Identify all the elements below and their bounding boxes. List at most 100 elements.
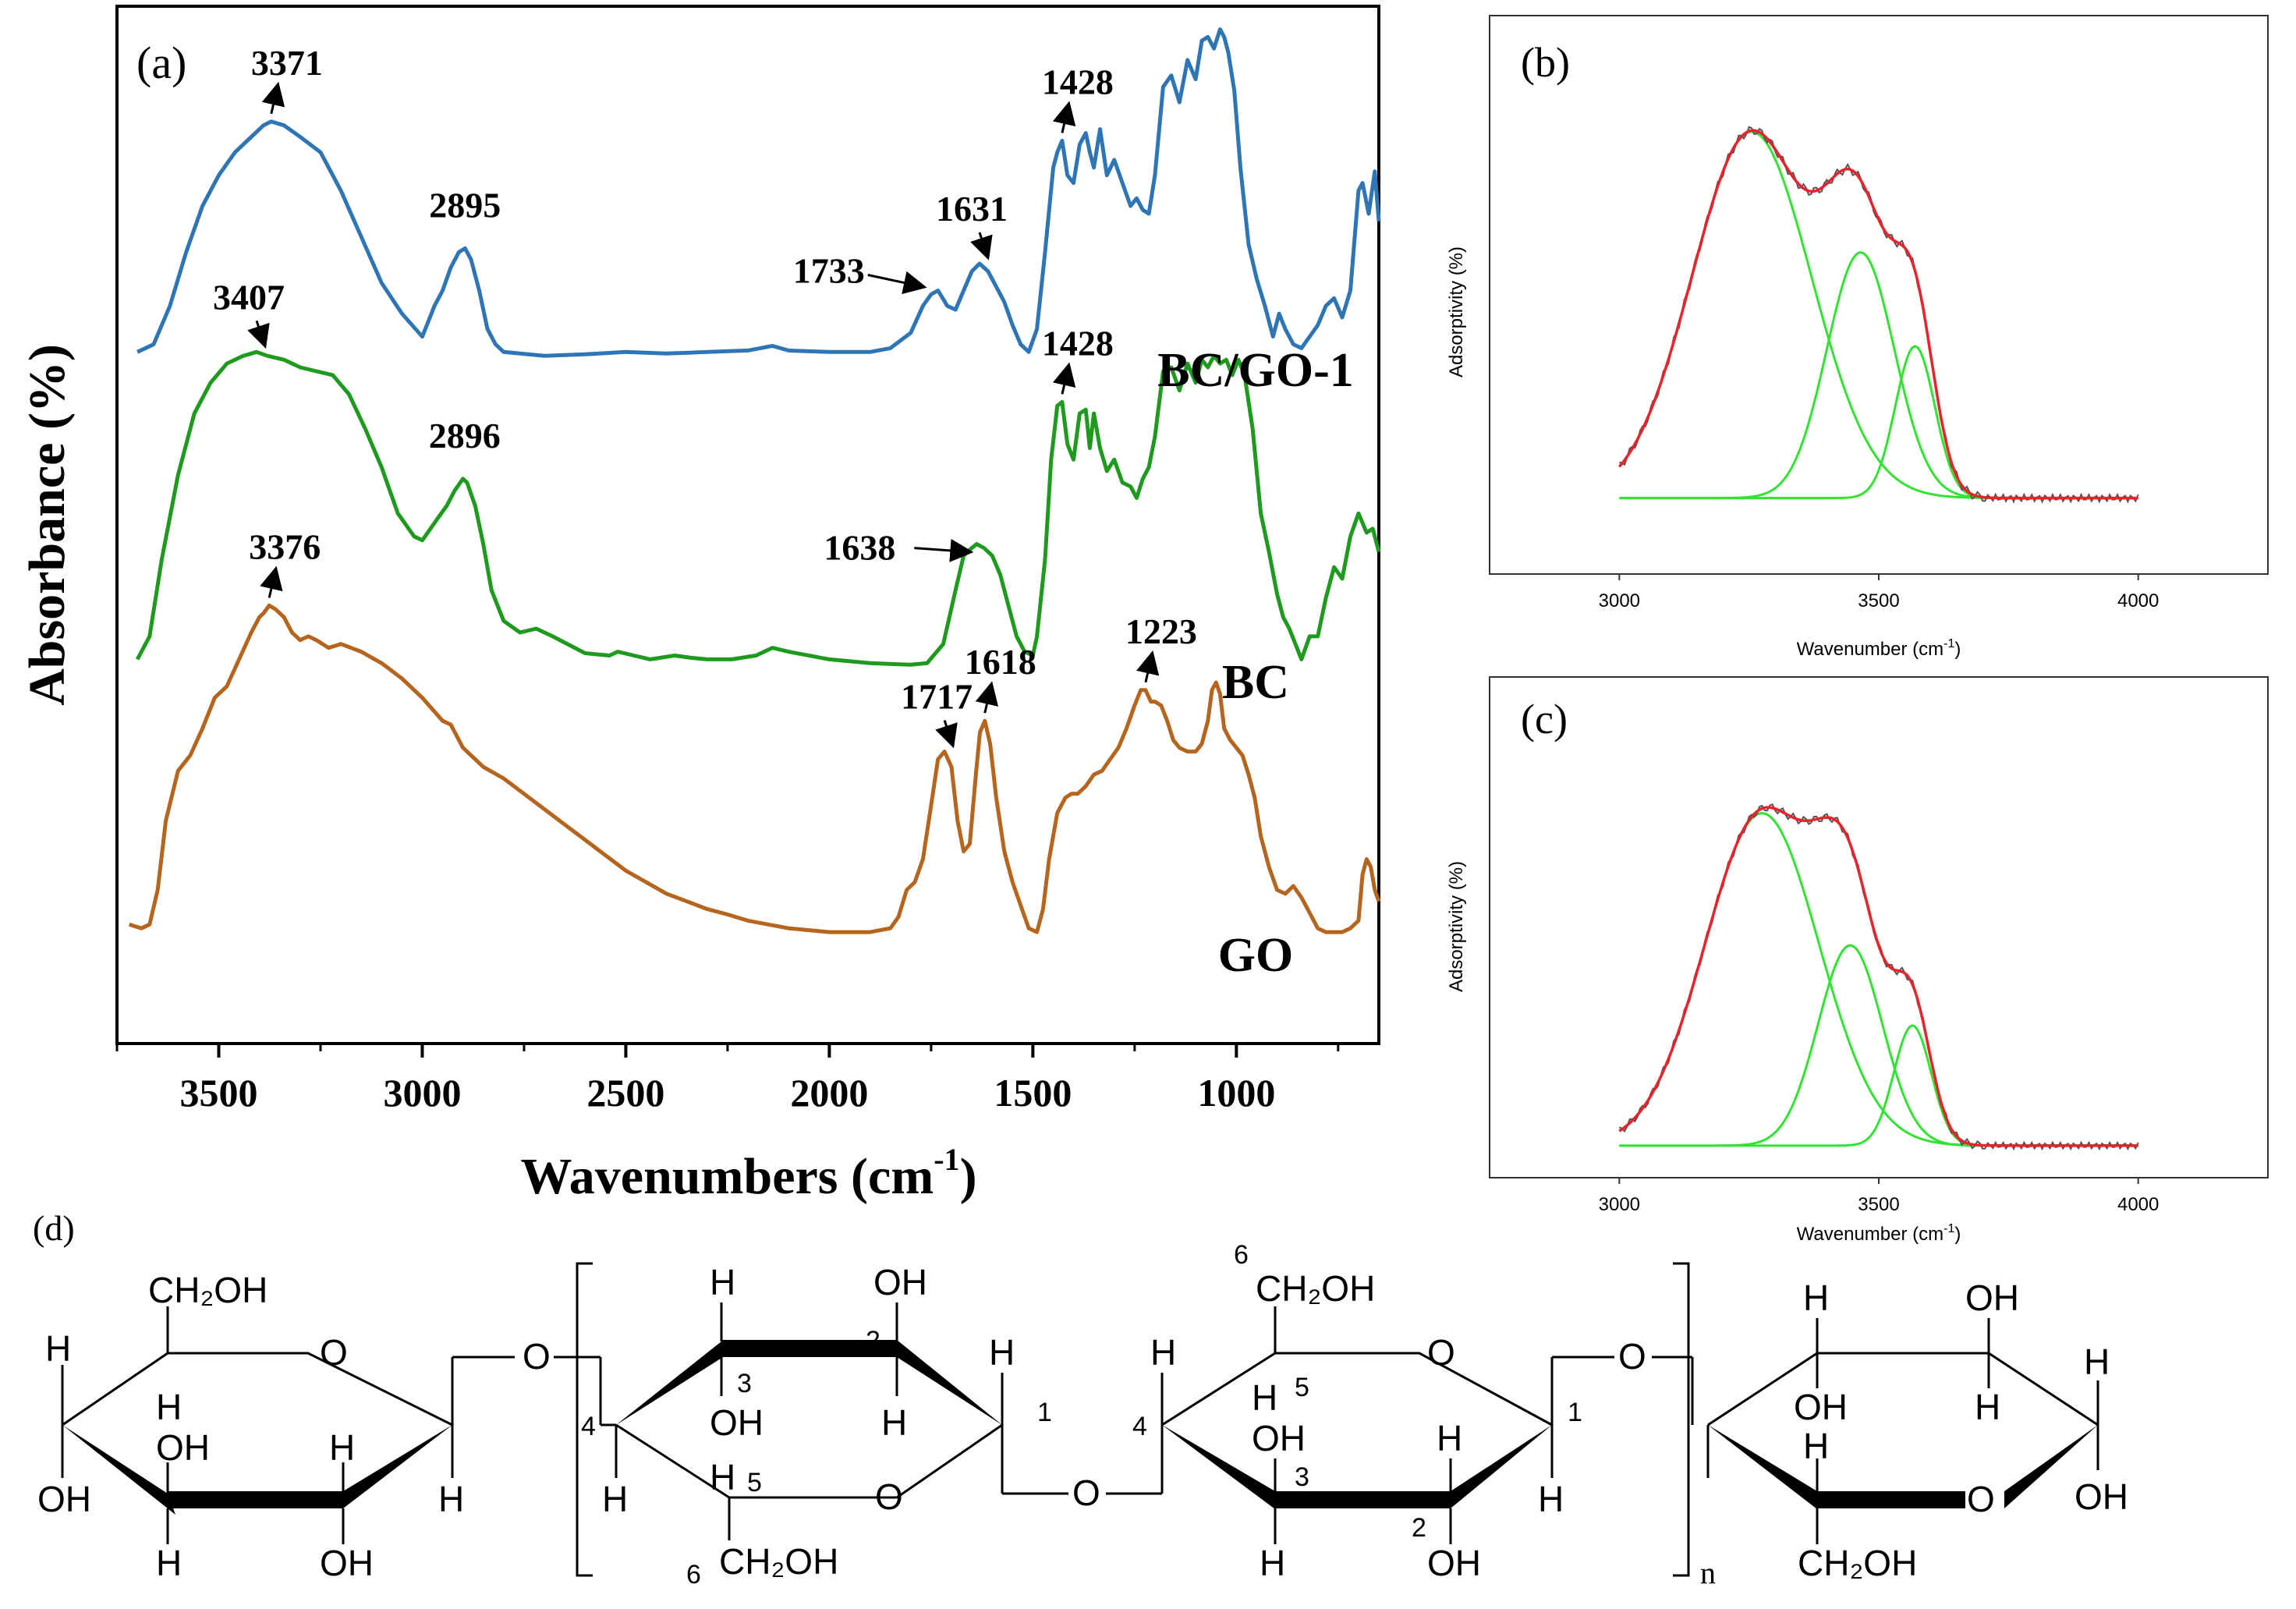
ring-bonds [1707,1352,2099,1426]
plot-frame [1489,15,2269,575]
carbon-number: 5 [1295,1373,1309,1402]
h-label: H [438,1479,464,1519]
peak-arrow [261,81,285,115]
x-tick-label: 3500 [1858,1194,1899,1215]
h-label: H [989,1332,1015,1373]
series-line-go [128,603,1381,934]
series-labels: BC/GO-1 BC GO [1157,344,1353,982]
h-label: H [1437,1418,1462,1458]
carbon-number: 4 [1132,1412,1147,1441]
fit-curves [1617,126,2139,504]
series-line-bc-go-1 [136,27,1381,358]
oh-label: OH [873,1262,927,1302]
carbon-number: 2 [866,1326,880,1356]
peak-arrow [867,271,927,295]
gaussian-component [1618,130,2138,500]
deconvolution-chart-c: (c) 3000 3500 4000 Adsorptivity (%) Wavenu… [1446,676,2269,1245]
x-axis-label-sup: -1 [934,1142,959,1177]
deconvolution-chart-b: (b) 3000 3500 4000 Adsorptivity (%) Wavenu… [1446,15,2269,660]
x-axis-label-text: Wavenumber (cm [1797,639,1943,660]
panel-label-b: (b) [1521,39,1570,86]
peak-arrow [1136,650,1160,683]
ch2oh-label: CH₂OH [719,1541,838,1582]
wedge-bond-left [616,1341,729,1425]
oh-label: OH [156,1427,210,1468]
wedge-bond-right [2004,1425,2098,1508]
wedge-bond-left [1708,1425,1817,1509]
h-label: H [1260,1543,1285,1583]
x-axis-label-end: ) [1954,1224,1961,1245]
h-label: H [1150,1332,1176,1373]
ring-bonds [1161,1352,1553,1426]
fitted-envelope [1618,806,2138,1147]
h-label: H [156,1387,182,1427]
peak-label: 1733 [793,251,865,291]
gaussian-component [1619,1024,2138,1147]
y-axis-label: Adsorptivity (%) [1446,861,1467,992]
y-axis-label: Adsorptivity (%) [1446,246,1467,377]
h-label: H [1803,1426,1829,1466]
peak-arrow [1052,101,1076,133]
carbon-number: 1 [1568,1398,1582,1427]
x-axis-label-text: Wavenumber (cm [1797,1224,1943,1245]
bold-bond-front [1817,1491,1965,1508]
series-label: BC/GO-1 [1157,344,1353,397]
x-axis-ticks: 3000 3500 4000 [1599,1178,2159,1215]
x-tick-label: 3500 [179,1071,257,1115]
ring-bonds [615,1423,1003,1499]
fitted-envelope [1617,129,2138,500]
h-label: H [710,1457,735,1497]
x-tick-label: 3000 [383,1071,461,1115]
peak-arrow [260,565,283,598]
repeat-subscript: n [1700,1555,1716,1590]
carbon-number: 6 [1234,1240,1249,1270]
x-axis-label-end: ) [1954,639,1961,660]
bold-bond-front [168,1491,343,1508]
glucose-ring-1: CH₂OH O H OH H OH H H OH H [37,1270,515,1583]
peak-label: 2895 [429,185,501,225]
ring-oxygen: O [875,1476,903,1517]
panel-label-c: (c) [1521,696,1568,742]
bold-bond-front [1275,1491,1451,1508]
wedge-bond-right [1451,1425,1552,1508]
x-axis-label: Wavenumber (cm-1) [1797,1222,1961,1245]
peak-label: 2896 [429,416,501,455]
h-label: H [881,1402,907,1443]
peak-arrow [975,681,999,714]
h-label: H [1252,1377,1277,1418]
peak-label: 3371 [251,43,323,83]
peak-arrow [935,720,958,749]
x-axis-label-end: ) [960,1148,977,1205]
experimental-spectrum [1619,126,2139,504]
repeat-bracket-right [1673,1262,1690,1577]
series-group [128,27,1381,934]
gaussian-component [1619,345,2138,500]
x-axis-ticks: 3000 3500 4000 [1599,574,2159,611]
series-label: GO [1218,929,1293,982]
peak-label: 1631 [936,189,1008,229]
ch2oh-label: CH₂OH [1256,1268,1375,1309]
peak-label: 1717 [901,677,973,717]
oh-label: OH [2075,1476,2128,1517]
glycosidic-oxygen: O [1618,1336,1646,1377]
carbon-number: 4 [581,1412,596,1441]
h-label: H [329,1427,355,1468]
oh-label: OH [1794,1387,1848,1427]
h-label: H [2084,1341,2110,1382]
peak-arrow [970,232,993,260]
h-label: H [45,1328,71,1369]
x-axis-label: Wavenumber (cm-1) [1797,637,1961,660]
oh-label: OH [1427,1543,1481,1583]
panel-label-a: (a) [136,37,186,88]
series-label: BC [1222,656,1289,709]
x-axis-label: Wavenumbers (cm-1) [520,1142,976,1205]
oh-label: OH [37,1479,91,1519]
peak-arrow [914,538,974,562]
carbon-number: 3 [737,1369,752,1398]
peak-label: 1618 [965,642,1036,682]
x-tick-label: 2500 [586,1071,664,1115]
carbon-number: 6 [686,1560,701,1590]
glucose-ring-3: 6 CH₂OH O H 4 5 H OH 3 H H 2 OH 1 H [1132,1240,1614,1583]
annotations: 3371 2895 1733 1631 1428 3407 2896 1428 1638 3376… [213,43,1197,749]
peak-label: 3407 [213,277,285,317]
